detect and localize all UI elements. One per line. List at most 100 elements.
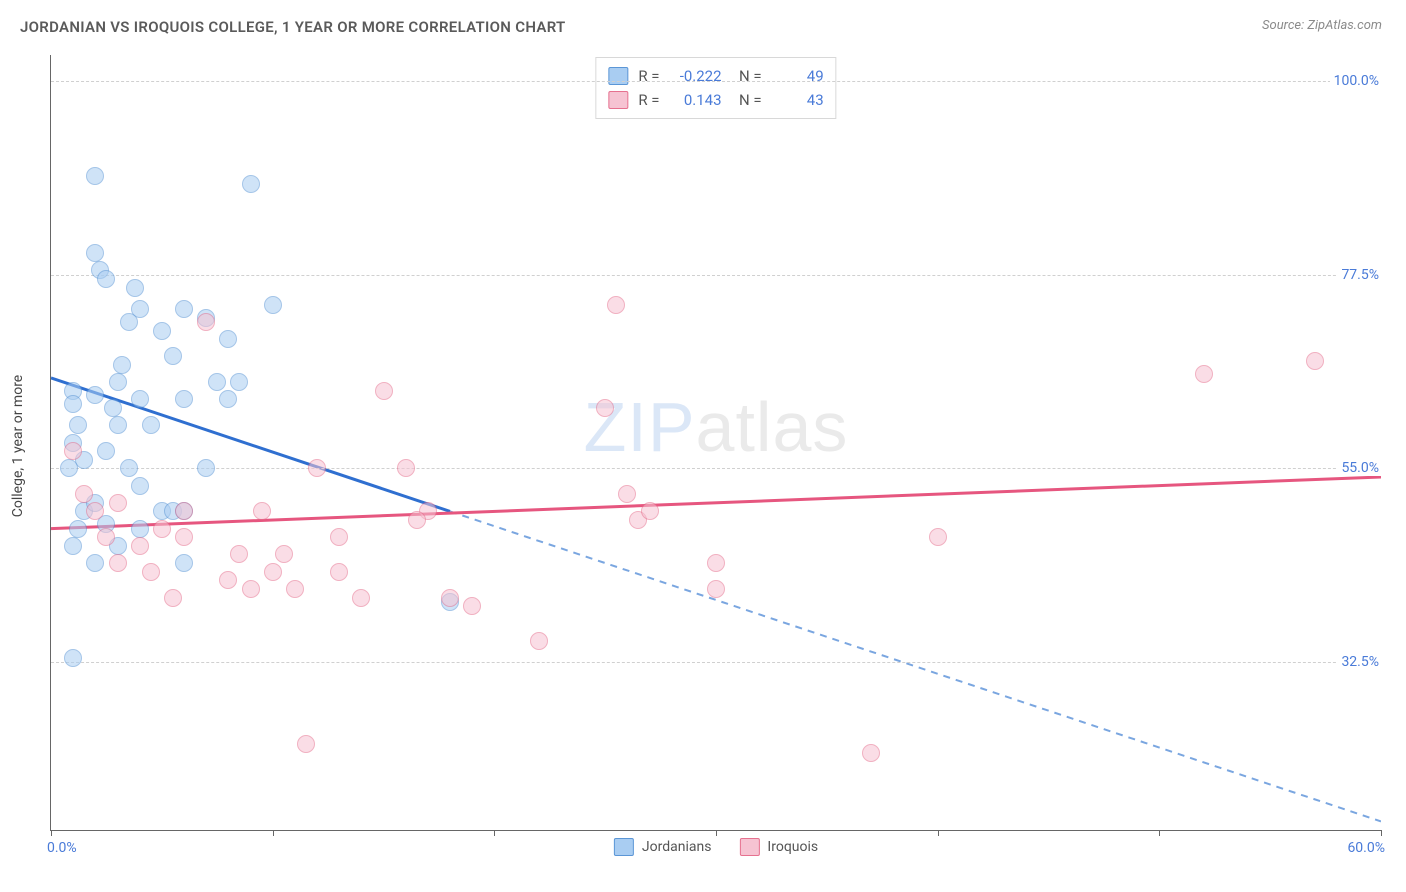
scatter-point [60,459,78,477]
gridline [51,662,1381,663]
scatter-point [142,563,160,581]
scatter-point [219,571,237,589]
scatter-point [330,563,348,581]
chart-source: Source: ZipAtlas.com [1262,18,1382,33]
scatter-point [929,528,947,546]
scatter-point [197,459,215,477]
trend-lines-layer [51,55,1381,830]
scatter-point [109,373,127,391]
scatter-point [109,494,127,512]
scatter-point [64,442,82,460]
y-tick-label: 55.0% [1337,460,1383,476]
scatter-point [253,502,271,520]
scatter-point [330,528,348,546]
stat-label: N = [732,64,762,88]
scatter-point [142,416,160,434]
legend-item-jordanians: Jordanians [614,838,712,856]
scatter-point [69,416,87,434]
legend-stats: R = -0.222 N = 49 R = 0.143 N = 43 [595,57,836,119]
scatter-point [109,416,127,434]
r-value-jordanians: -0.222 [670,64,722,88]
scatter-point [86,502,104,520]
scatter-point [264,296,282,314]
scatter-point [97,270,115,288]
scatter-point [230,545,248,563]
scatter-point [86,554,104,572]
scatter-point [75,485,93,503]
swatch-jordanians [614,838,634,856]
scatter-point [97,528,115,546]
x-axis-min-label: 0.0% [47,840,77,856]
scatter-point [131,477,149,495]
scatter-point [131,390,149,408]
scatter-point [104,399,122,417]
swatch-jordanians [608,67,628,85]
scatter-point [286,580,304,598]
scatter-point [164,347,182,365]
stat-label: R = [638,88,659,112]
y-axis-label: College, 1 year or more [10,375,26,517]
y-tick-label: 100.0% [1330,73,1383,89]
scatter-point [131,520,149,538]
scatter-point [297,735,315,753]
stat-label: N = [732,88,762,112]
x-tick [494,830,495,836]
n-value-iroquois: 43 [772,88,824,112]
scatter-point [86,386,104,404]
scatter-point [153,322,171,340]
scatter-point [375,382,393,400]
scatter-point [308,459,326,477]
swatch-iroquois [608,91,628,109]
legend-label: Iroquois [767,839,818,855]
scatter-point [596,399,614,417]
scatter-point [69,520,87,538]
scatter-point [230,373,248,391]
scatter-point [530,632,548,650]
scatter-point [164,589,182,607]
scatter-point [64,537,82,555]
scatter-point [862,744,880,762]
swatch-iroquois [739,838,759,856]
scatter-point [97,442,115,460]
scatter-point [352,589,370,607]
scatter-point [264,563,282,581]
x-tick [273,830,274,836]
legend-series: Jordanians Iroquois [614,838,818,856]
scatter-point [64,649,82,667]
scatter-point [175,528,193,546]
scatter-point [131,537,149,555]
legend-item-iroquois: Iroquois [739,838,818,856]
scatter-point [175,300,193,318]
gridline [51,81,1381,82]
scatter-point [275,545,293,563]
scatter-point [219,390,237,408]
r-value-iroquois: 0.143 [670,88,722,112]
chart-title: JORDANIAN VS IROQUOIS COLLEGE, 1 YEAR OR… [20,18,566,36]
x-tick [1159,830,1160,836]
scatter-point [618,485,636,503]
x-tick [938,830,939,836]
scatter-point [175,554,193,572]
scatter-point [641,502,659,520]
scatter-point [109,554,127,572]
stat-label: R = [638,64,659,88]
n-value-jordanians: 49 [772,64,824,88]
scatter-point [153,520,171,538]
scatter-point [120,459,138,477]
x-axis-max-label: 60.0% [1347,840,1385,856]
gridline [51,275,1381,276]
scatter-point [131,300,149,318]
legend-stats-row: R = 0.143 N = 43 [608,88,823,112]
y-tick-label: 32.5% [1337,654,1383,670]
watermark: ZIPatlas [584,387,849,467]
scatter-point [441,589,459,607]
scatter-point [86,244,104,262]
scatter-point [242,175,260,193]
scatter-point [408,511,426,529]
scatter-point [113,356,131,374]
scatter-point [607,296,625,314]
scatter-point [397,459,415,477]
scatter-point [707,580,725,598]
gridline [51,468,1381,469]
scatter-point [197,313,215,331]
